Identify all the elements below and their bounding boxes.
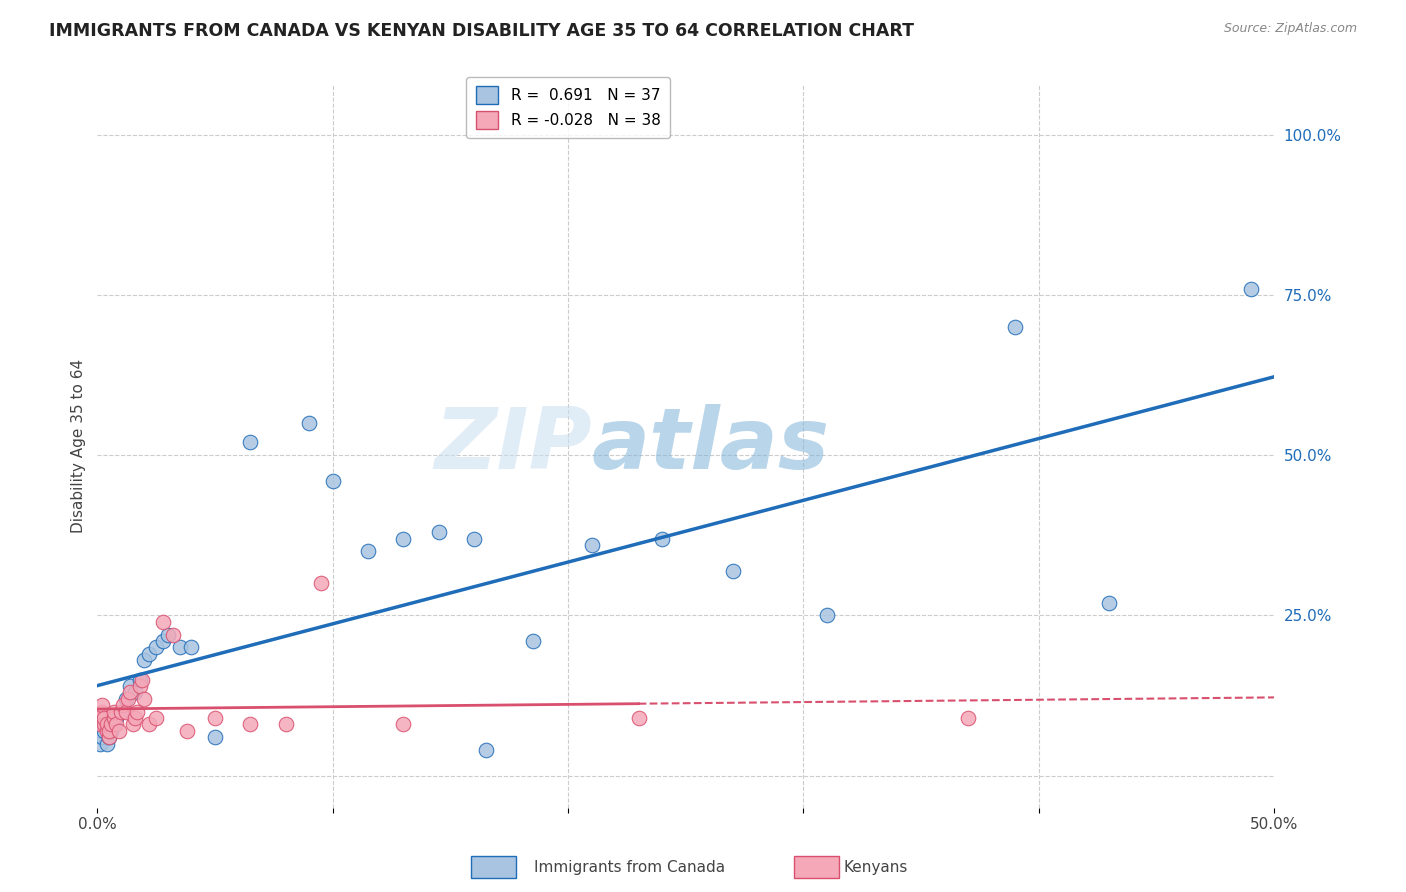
Point (105, 717, 128, 731)
Point (93, 723, 115, 738)
Point (98, 730, 121, 744)
Point (91, 730, 114, 744)
Point (127, 705, 149, 719)
Point (1004, 320, 1026, 334)
Point (156, 627, 179, 641)
Point (110, 705, 132, 719)
Point (138, 717, 160, 731)
Point (124, 685, 146, 699)
Point (176, 723, 198, 738)
Text: Immigrants from Canada: Immigrants from Canada (534, 860, 725, 874)
Point (121, 717, 143, 731)
Point (152, 634, 174, 648)
Point (110, 705, 132, 719)
Point (96, 723, 118, 738)
Point (138, 647, 160, 661)
Point (721, 564, 744, 578)
Point (120, 679, 142, 693)
Point (105, 711, 128, 725)
Point (1239, 282, 1261, 296)
Point (98, 730, 121, 744)
Point (145, 711, 167, 725)
Text: IMMIGRANTS FROM CANADA VS KENYAN DISABILITY AGE 35 TO 64 CORRELATION CHART: IMMIGRANTS FROM CANADA VS KENYAN DISABIL… (49, 22, 914, 40)
Point (98, 723, 121, 738)
Point (112, 698, 135, 713)
Point (298, 416, 321, 430)
Point (117, 691, 139, 706)
Point (96, 737, 118, 751)
Point (91, 698, 114, 713)
Point (93, 717, 115, 731)
Point (815, 608, 838, 623)
Point (100, 717, 122, 731)
Point (204, 711, 226, 725)
Point (89, 711, 111, 725)
Point (651, 532, 673, 546)
Point (169, 640, 191, 655)
Point (114, 691, 136, 706)
Point (427, 525, 450, 540)
Point (89, 717, 111, 731)
Point (162, 627, 184, 641)
Point (131, 673, 153, 687)
Point (114, 705, 136, 719)
Point (107, 723, 129, 738)
Point (463, 532, 485, 546)
Point (96, 717, 118, 731)
Text: atlas: atlas (592, 404, 830, 487)
Point (103, 717, 125, 731)
Point (120, 685, 142, 699)
Point (309, 576, 332, 591)
Point (93, 711, 115, 725)
Point (103, 711, 125, 725)
Point (91, 705, 114, 719)
Point (474, 743, 496, 757)
Point (103, 705, 125, 719)
Point (274, 717, 297, 731)
Legend: R =  0.691   N = 37, R = -0.028   N = 38: R = 0.691 N = 37, R = -0.028 N = 38 (467, 77, 669, 138)
Point (134, 653, 156, 667)
Point (581, 538, 603, 552)
Point (145, 640, 167, 655)
Text: ZIP: ZIP (434, 404, 592, 487)
Point (152, 615, 174, 629)
Text: Source: ZipAtlas.com: Source: ZipAtlas.com (1223, 22, 1357, 36)
Point (239, 717, 262, 731)
Y-axis label: Disability Age 35 to 64: Disability Age 35 to 64 (72, 359, 86, 533)
Point (1098, 596, 1121, 610)
Point (357, 544, 380, 558)
Point (522, 634, 544, 648)
Point (204, 730, 226, 744)
Point (392, 532, 415, 546)
Text: Kenyans: Kenyans (844, 860, 908, 874)
Point (957, 711, 980, 725)
Point (180, 640, 202, 655)
Point (392, 717, 415, 731)
Point (627, 711, 650, 725)
Point (322, 474, 344, 488)
Point (100, 723, 122, 738)
Point (128, 679, 150, 693)
Point (89, 737, 111, 751)
Point (239, 435, 262, 450)
Point (124, 711, 146, 725)
Point (128, 673, 150, 687)
Point (134, 691, 156, 706)
